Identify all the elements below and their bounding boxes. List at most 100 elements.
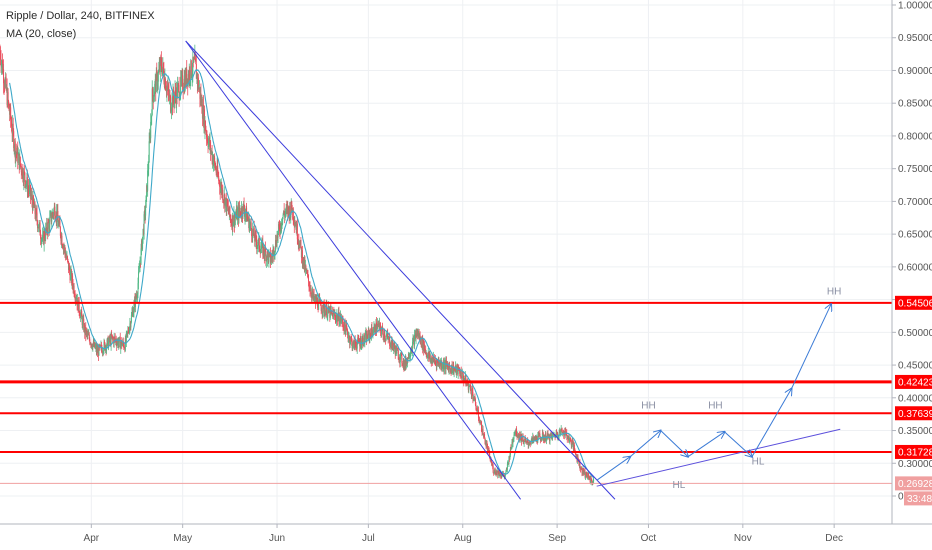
candle-body [565,429,567,433]
candle [91,343,93,348]
candle [262,235,264,260]
candle-body [283,210,285,215]
candle [138,265,140,290]
candle [197,72,199,92]
candle [10,103,12,128]
candle-body [141,240,143,249]
candle-body [328,309,330,313]
candle [443,357,445,375]
candle-body [586,472,588,476]
candle-body [343,327,345,332]
candle-body [217,165,219,175]
candle [190,59,192,79]
candle-body [464,375,466,380]
candle [485,439,487,446]
candle [456,363,458,372]
candle-body [264,247,266,252]
candle-body [568,437,570,442]
candle [51,208,53,219]
candle [50,209,52,217]
candle [96,343,98,356]
candle-body [451,364,453,373]
candle [59,226,61,239]
candle [567,435,569,440]
candle [353,336,355,351]
candle-body [418,333,420,335]
candle [311,292,313,302]
candle-body [257,239,259,246]
candle [445,356,447,375]
candle [256,244,258,255]
candle-body [279,231,281,233]
candle [471,385,473,396]
candle-body [444,361,446,364]
candle-body [550,434,552,436]
candle-body [356,347,358,349]
candle [365,328,367,346]
candle [200,83,202,107]
candle [527,437,529,444]
candle [537,431,539,439]
candle [196,72,198,94]
candle-body [295,226,297,227]
candle [275,234,277,253]
candle [111,329,113,339]
candle-body [30,194,32,196]
candle [33,200,35,208]
candle-body [511,441,513,448]
candle [24,172,26,189]
candle [371,322,373,338]
candle [115,335,117,347]
candle [586,471,588,478]
candle-body [277,235,279,238]
candle-body [527,442,529,445]
candle [524,434,526,442]
candle-body [584,470,586,473]
candle-body [111,335,113,338]
candle [90,343,92,350]
candle-body [228,206,230,214]
candle [336,313,338,326]
candle [430,355,432,367]
candle-body [570,439,572,446]
candle [393,340,395,353]
candle-body [77,298,79,311]
candle [537,431,539,444]
candle-body [57,211,59,220]
candle-body [223,200,225,202]
candle-body [325,311,327,316]
candle [434,355,436,366]
candle [167,83,169,102]
candle [536,438,538,445]
candle-body [297,240,299,243]
candle [354,335,356,348]
candle [517,432,519,438]
candle [215,165,217,176]
candle [36,205,38,226]
candle-body [224,199,226,208]
candle-body [350,337,352,342]
candle [267,253,269,264]
candle-body [312,290,314,294]
candle [233,213,235,233]
candle-body [311,293,313,298]
candle-body [138,271,140,284]
candle-body [414,334,416,347]
candle-body [304,266,306,271]
candle [161,57,163,77]
candle [67,261,69,274]
candle [383,336,385,342]
candle [146,183,148,202]
candle-body [150,121,152,139]
candle [193,56,195,64]
candle-body [512,439,514,441]
candle-body [413,338,415,340]
candle-body [147,170,149,191]
candle-body [295,226,297,233]
candle [338,320,340,327]
candle-body [178,85,180,100]
candle [62,244,64,255]
candle [363,333,365,347]
candle-body [303,259,305,268]
